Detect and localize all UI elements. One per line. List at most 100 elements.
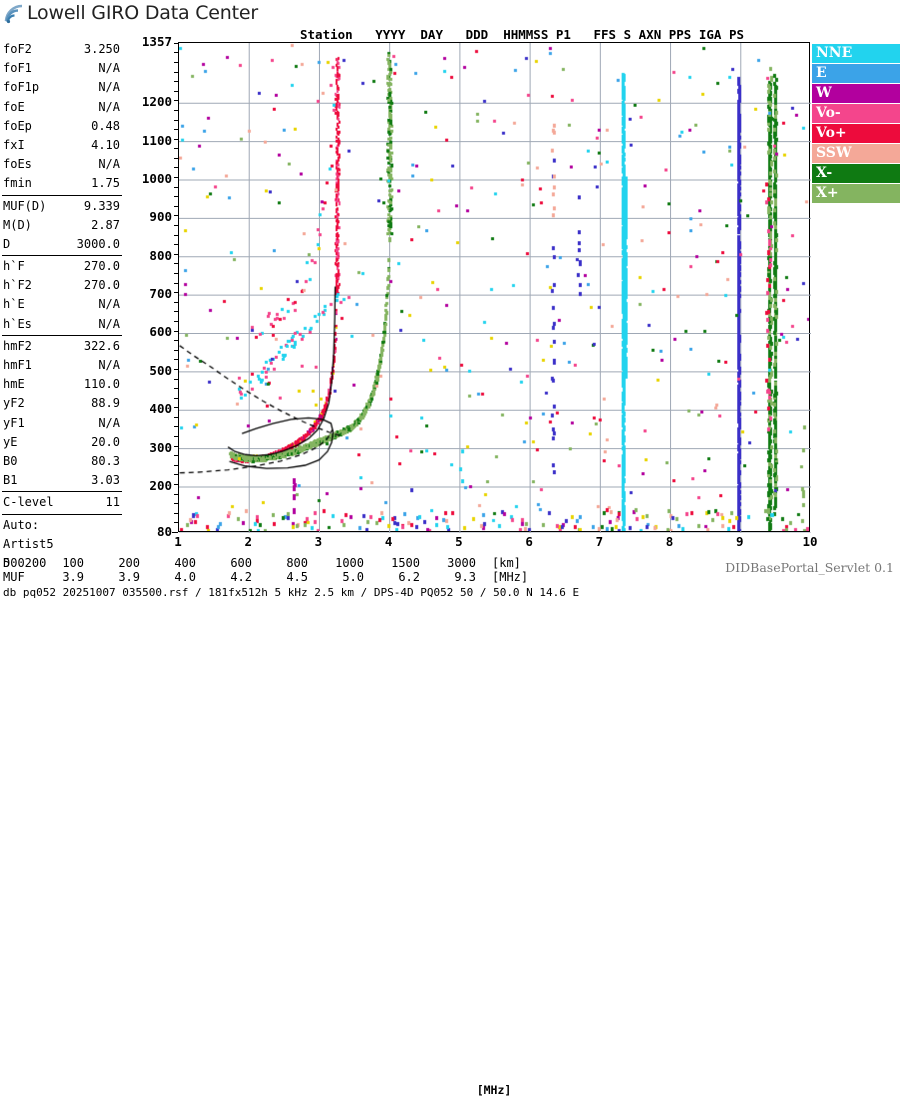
param-value: N/A <box>98 61 120 76</box>
muf-table: D MUF 100 200 400 600 800 1000 1500 3000 3.9 3.9 4.0… <box>0 556 900 584</box>
y-tick-label: 800 <box>149 247 172 263</box>
polarization-legend: NNE E W Vo- Vo+ SSW X- X+ <box>812 44 900 204</box>
param-row: hmE 110.0 <box>0 375 124 394</box>
x-axis-unit: [MHz] <box>476 1083 512 1097</box>
param-row: foF1p N/A <box>0 78 124 97</box>
legend-label: X- <box>816 165 833 181</box>
legend-item-vo[interactable]: Vo+ <box>812 124 900 143</box>
y-tick-label: 200 <box>149 477 172 493</box>
param-key: hmF2 <box>3 338 32 353</box>
param-row: foEp 0.48 <box>0 117 124 136</box>
auto-line: Auto: <box>0 516 124 535</box>
y-minor-tick <box>174 71 178 73</box>
y-minor-tick <box>174 109 178 111</box>
muf-value: 6.2 <box>398 570 420 584</box>
y-minor-tick <box>174 320 178 322</box>
param-key: yF2 <box>3 396 25 411</box>
y-minor-tick <box>174 215 178 217</box>
y-tick-label: 600 <box>149 324 172 340</box>
legend-item-vo[interactable]: Vo- <box>812 104 900 123</box>
param-key: fmin <box>3 176 32 191</box>
param-value: 9.339 <box>83 198 120 213</box>
param-key: h`F <box>3 259 25 274</box>
y-tick-label: 1200 <box>141 94 172 110</box>
y-minor-tick <box>174 512 178 514</box>
y-minor-tick <box>174 416 178 418</box>
param-key: foF1 <box>3 61 32 76</box>
legend-item-w[interactable]: W <box>812 84 900 103</box>
y-minor-tick <box>174 484 178 486</box>
footer: D MUF 100 200 400 600 800 1000 1500 3000 3.9 3.9 4.0… <box>0 556 900 599</box>
param-row: hmF1 N/A <box>0 356 124 375</box>
distance-value: 1500 <box>391 556 420 570</box>
param-value: 3.03 <box>91 473 120 488</box>
y-minor-tick <box>174 148 178 150</box>
y-minor-tick <box>174 90 178 92</box>
legend-item-x[interactable]: X+ <box>812 184 900 203</box>
x-tick-label: 2 <box>244 534 252 549</box>
y-minor-tick <box>174 167 178 169</box>
x-tick-label: 9 <box>736 534 744 549</box>
param-divider <box>2 255 122 257</box>
distance-value: 1000 <box>335 556 364 570</box>
param-value: 4.10 <box>91 137 120 152</box>
param-row: MUF(D) 9.339 <box>0 197 124 216</box>
y-tick-label: 900 <box>149 209 172 225</box>
param-row: C-level 11 <box>0 493 124 512</box>
y-minor-tick <box>174 272 178 274</box>
muf-value: 4.5 <box>286 570 308 584</box>
distance-value: 100 <box>62 556 84 570</box>
muf-row-label: MUF <box>3 570 25 584</box>
legend-label: W <box>816 85 832 101</box>
y-tick-label: 400 <box>149 401 172 417</box>
param-value: 88.9 <box>91 396 120 411</box>
auto-line-text: 500200 <box>3 555 47 570</box>
muf-value: 4.2 <box>230 570 252 584</box>
muf-value: 3.9 <box>118 570 140 584</box>
param-value: 2.87 <box>91 217 120 232</box>
param-row: D 3000.0 <box>0 235 124 254</box>
legend-label: X+ <box>816 185 839 201</box>
y-minor-tick <box>174 81 178 83</box>
legend-label: SSW <box>816 145 852 161</box>
legend-item-e[interactable]: E <box>812 64 900 83</box>
parameter-panel: foF2 3.250 foF1 N/A foF1p N/A foE N/A foEp 0.48 fx… <box>0 40 124 573</box>
y-minor-tick <box>174 522 178 524</box>
param-value: 80.3 <box>91 453 120 468</box>
param-value: 11 <box>105 495 120 510</box>
ionogram-scatter-canvas[interactable] <box>179 43 809 531</box>
x-axis-labels: 1 2 3 4 5 6 7 8 9 10 [MHz] <box>174 534 817 1097</box>
station-header-columns: Station YYYY DAY DDD HHMMSS P1 FFS S AXN… <box>300 27 745 42</box>
muf-unit: [MHz] <box>492 570 529 584</box>
y-minor-tick <box>174 157 178 159</box>
param-value: N/A <box>98 358 120 372</box>
y-minor-tick <box>174 407 178 409</box>
legend-item-ssw[interactable]: SSW <box>812 144 900 163</box>
param-key: yE <box>3 434 18 449</box>
param-divider <box>2 194 122 196</box>
distance-unit: [km] <box>492 556 521 570</box>
y-minor-tick <box>174 474 178 476</box>
y-tick-label: 700 <box>149 286 172 302</box>
param-value: 270.0 <box>83 259 120 274</box>
muf-value: 9.3 <box>454 570 476 584</box>
legend-item-nne[interactable]: NNE <box>812 44 900 63</box>
brand-bar: Lowell GIRO Data Center <box>0 0 300 30</box>
distance-value: 400 <box>174 556 196 570</box>
auto-line: Artist5 <box>0 535 124 554</box>
param-divider <box>2 334 122 336</box>
param-key: M(D) <box>3 217 32 232</box>
y-minor-tick <box>174 426 178 428</box>
legend-label: E <box>816 65 827 81</box>
param-key: foEs <box>3 157 32 172</box>
param-key: h`E <box>3 297 25 312</box>
x-tick-label: 8 <box>665 534 674 549</box>
y-minor-tick <box>174 397 178 399</box>
ionogram-plot[interactable] <box>178 42 811 533</box>
legend-item-x[interactable]: X- <box>812 164 900 183</box>
y-minor-tick <box>174 378 178 380</box>
param-value: 110.0 <box>83 377 120 392</box>
param-key: D <box>3 236 11 251</box>
y-minor-tick <box>174 196 178 198</box>
param-value: 0.48 <box>91 118 120 133</box>
